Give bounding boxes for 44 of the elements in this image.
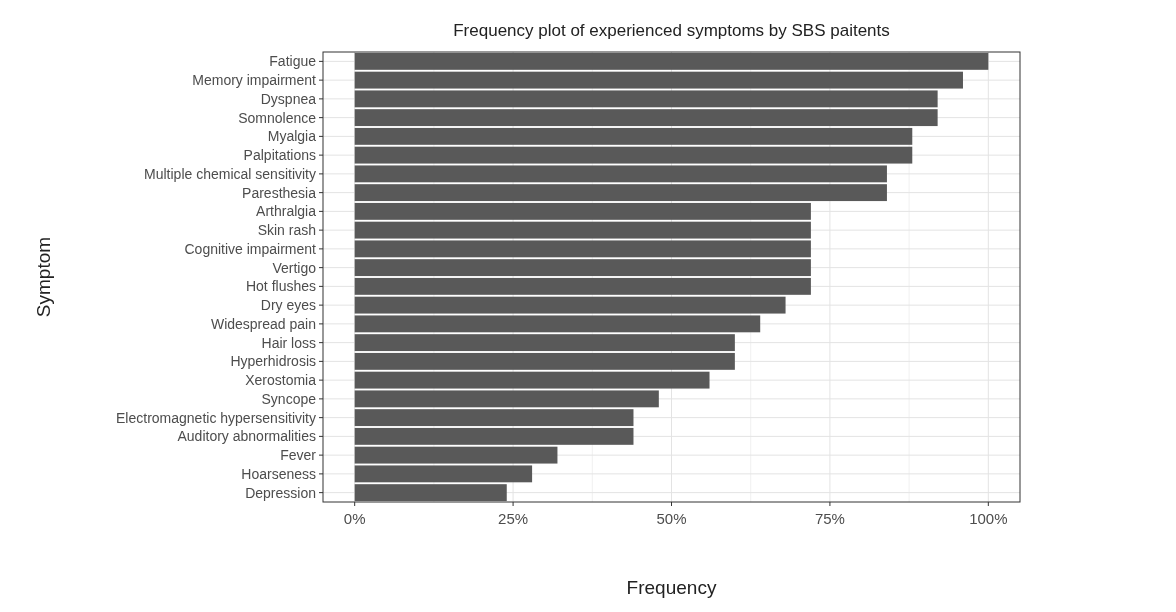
y-tick-label: Skin rash — [257, 222, 316, 239]
y-tick-label: Somnolence — [238, 109, 317, 126]
bar — [354, 484, 507, 502]
x-tick-label: 75% — [814, 510, 845, 527]
y-tick-label: Hyperhidrosis — [230, 353, 316, 370]
y-tick-label: Vertigo — [272, 259, 317, 276]
x-axis-title: Frequency — [626, 577, 717, 598]
chart-title: Frequency plot of experienced symptoms by SBS paitents — [453, 21, 890, 40]
y-tick-label: Dry eyes — [260, 297, 316, 314]
y-tick-label: Memory impairment — [192, 72, 317, 89]
x-tick-label: 25% — [498, 510, 529, 527]
bar — [354, 334, 735, 352]
bar — [354, 259, 811, 277]
bar — [354, 52, 989, 70]
y-tick-label: Myalgia — [267, 128, 317, 145]
bar — [354, 202, 811, 220]
bar — [354, 109, 938, 127]
x-tick-label: 0% — [343, 510, 366, 527]
y-tick-label: Cognitive impairment — [184, 240, 317, 257]
y-tick-label: Fever — [280, 447, 317, 464]
y-tick-label: Paresthesia — [242, 184, 317, 201]
y-tick-label: Auditory abnormalities — [177, 428, 316, 445]
y-tick-label: Fatigue — [269, 53, 317, 70]
y-tick-label: Depression — [245, 484, 316, 501]
bar — [354, 277, 811, 295]
y-tick-label: Electromagnetic hypersensitivity — [116, 409, 316, 426]
bar — [354, 409, 634, 427]
y-axis-title: Symptom — [33, 236, 54, 318]
bar — [354, 352, 735, 370]
bar — [354, 427, 634, 445]
bar — [354, 184, 887, 202]
x-tick-label: 100% — [969, 510, 1008, 527]
y-tick-label: Multiple chemical sensitivity — [144, 165, 316, 182]
y-tick-label: Widespread pain — [210, 315, 316, 332]
y-tick-label: Xerostomia — [245, 372, 317, 389]
y-tick-label: Hoarseness — [241, 465, 316, 482]
y-tick-label: Hot flushes — [245, 278, 316, 295]
bar — [354, 127, 913, 145]
x-tick-label: 50% — [656, 510, 687, 527]
y-tick-label: Arthralgia — [256, 203, 317, 220]
y-tick-label: Dyspnea — [260, 90, 317, 107]
y-tick-label: Palpitations — [243, 147, 316, 164]
y-tick-label: Syncope — [261, 390, 317, 407]
y-tick-label: Hair loss — [261, 334, 316, 351]
